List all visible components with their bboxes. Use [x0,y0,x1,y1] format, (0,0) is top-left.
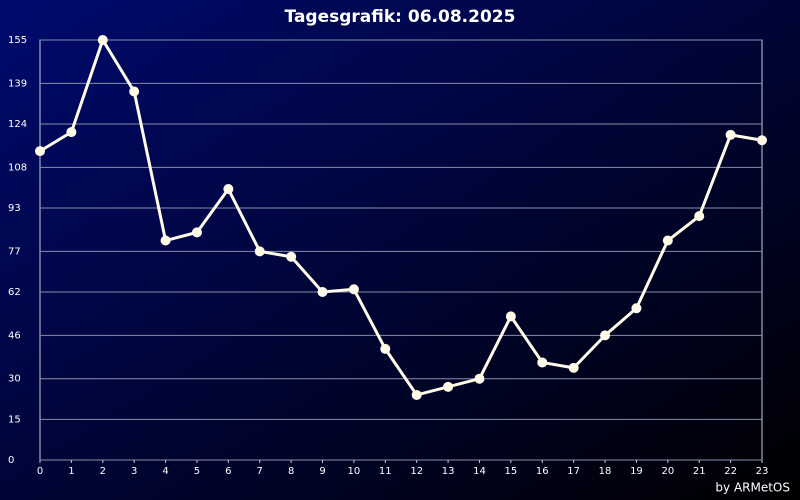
point [411,389,422,400]
point [317,287,328,297]
y-tick-label: 30 [8,374,21,385]
point [160,235,171,246]
y-tick-label: 108 [8,162,27,173]
x-tick-label: 22 [724,466,737,477]
x-tick-label: 6 [225,466,231,477]
x-tick-label: 12 [410,466,423,477]
point [191,227,202,238]
x-tick-label: 23 [756,466,769,477]
x-tick-label: 0 [37,466,43,477]
x-tick-label: 2 [100,466,106,477]
x-tick-label: 15 [505,466,518,477]
point [223,184,234,195]
y-tick-label: 93 [8,203,21,214]
x-tick-label: 17 [567,466,580,477]
x-tick-label: 8 [288,466,294,477]
y-tick-label: 15 [8,414,21,425]
x-tick-label: 1 [68,466,74,477]
y-tick-label: 139 [8,78,27,89]
point [380,343,391,354]
point [474,373,485,384]
point [662,235,673,246]
point [537,357,548,368]
point [568,362,579,373]
y-tick-label: 0 [8,455,14,466]
x-tick-label: 18 [599,466,612,477]
x-tick-label: 11 [379,466,392,477]
y-tick-label: 77 [8,246,21,257]
x-tick-label: 16 [536,466,549,477]
point [66,127,77,138]
x-tick-label: 4 [162,466,168,477]
x-tick-label: 5 [194,466,200,477]
point [97,35,108,45]
point [600,330,611,341]
point [757,135,767,146]
point [443,381,454,392]
chart-title: Tagesgrafik: 06.08.2025 [285,7,516,27]
x-tick-label: 7 [257,466,263,477]
x-tick-label: 14 [473,466,486,477]
y-tick-label: 155 [8,35,27,46]
x-tick-label: 9 [319,466,325,477]
point [348,284,359,295]
point [694,211,705,222]
x-tick-label: 3 [131,466,137,477]
x-tick-label: 21 [693,466,706,477]
point [631,303,642,314]
point [725,129,736,140]
point [286,251,297,262]
x-tick-label: 19 [630,466,643,477]
line [39,38,763,397]
point [35,146,45,157]
y-tick-label: 46 [8,330,21,341]
x-tick-label: 13 [442,466,455,477]
y-tick-label: 124 [8,119,27,130]
x-tick-label: 20 [661,466,674,477]
point [505,311,516,322]
x-tick-label: 10 [348,466,361,477]
y-tick-label: 62 [8,287,21,298]
credit: by ARMetOS [715,481,790,495]
point [254,246,265,257]
point [129,86,140,97]
